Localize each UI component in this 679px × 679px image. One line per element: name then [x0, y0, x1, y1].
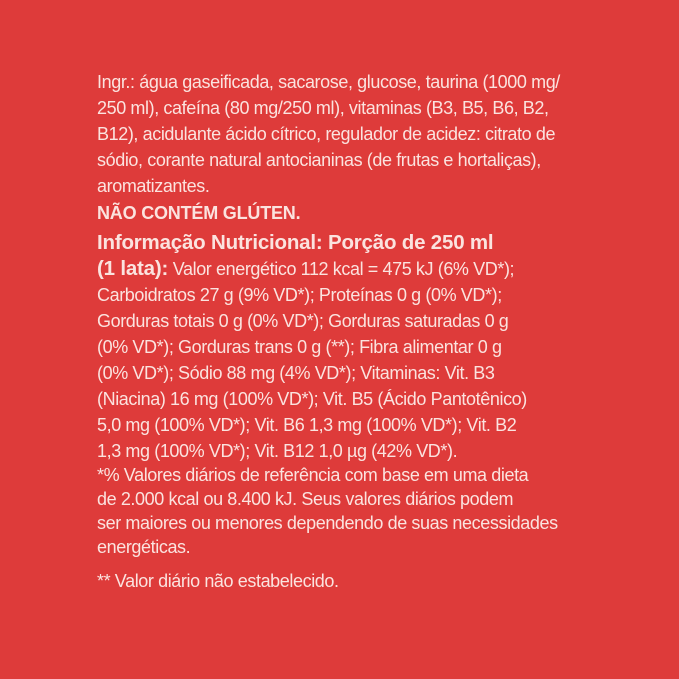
nutrition-heading: Informação Nutricional: Porção de 250 ml: [97, 231, 494, 254]
ingredients-line: Ingr.: água gaseificada, sacarose, gluco…: [97, 72, 560, 92]
nutrition-energy: Valor energético 112 kcal = 475 kJ (6% V…: [172, 259, 515, 279]
nutrition-line: Gorduras totais 0 g (0% VD*); Gorduras s…: [97, 311, 509, 331]
ingredients-line: 250 ml), cafeína (80 mg/250 ml), vitamin…: [97, 98, 549, 118]
ingredients-line: sódio, corante natural antocianinas (de …: [97, 150, 541, 170]
nutrition-heading-cont: (1 lata):: [97, 257, 169, 280]
nutrition-line: 1,3 mg (100% VD*); Vit. B12 1,0 µg (42% …: [97, 441, 458, 461]
footnote-line: de 2.000 kcal ou 8.400 kJ. Seus valores …: [97, 489, 514, 509]
gluten-warning: NÃO CONTÉM GLÚTEN.: [97, 203, 301, 223]
footnote-line: energéticas.: [97, 537, 191, 557]
footnote-line: ** Valor diário não estabelecido.: [97, 571, 339, 591]
footnote-line: ser maiores ou menores dependendo de sua…: [97, 513, 558, 533]
nutrition-line: (1 lata): Valor energético 112 kcal = 47…: [97, 257, 515, 280]
nutrition-line: 5,0 mg (100% VD*); Vit. B6 1,3 mg (100% …: [97, 415, 517, 435]
ingredients-line: aromatizantes.: [97, 176, 210, 196]
nutrition-line: (Niacina) 16 mg (100% VD*); Vit. B5 (Áci…: [97, 389, 527, 409]
footnote-line: *% Valores diários de referência com bas…: [97, 465, 529, 485]
nutrition-line: Carboidratos 27 g (9% VD*); Proteínas 0 …: [97, 285, 502, 305]
nutrition-line: (0% VD*); Sódio 88 mg (4% VD*); Vitamina…: [97, 363, 495, 383]
ingredients-line: B12), acidulante ácido cítrico, regulado…: [97, 124, 556, 144]
nutrition-line: (0% VD*); Gorduras trans 0 g (**); Fibra…: [97, 337, 502, 357]
